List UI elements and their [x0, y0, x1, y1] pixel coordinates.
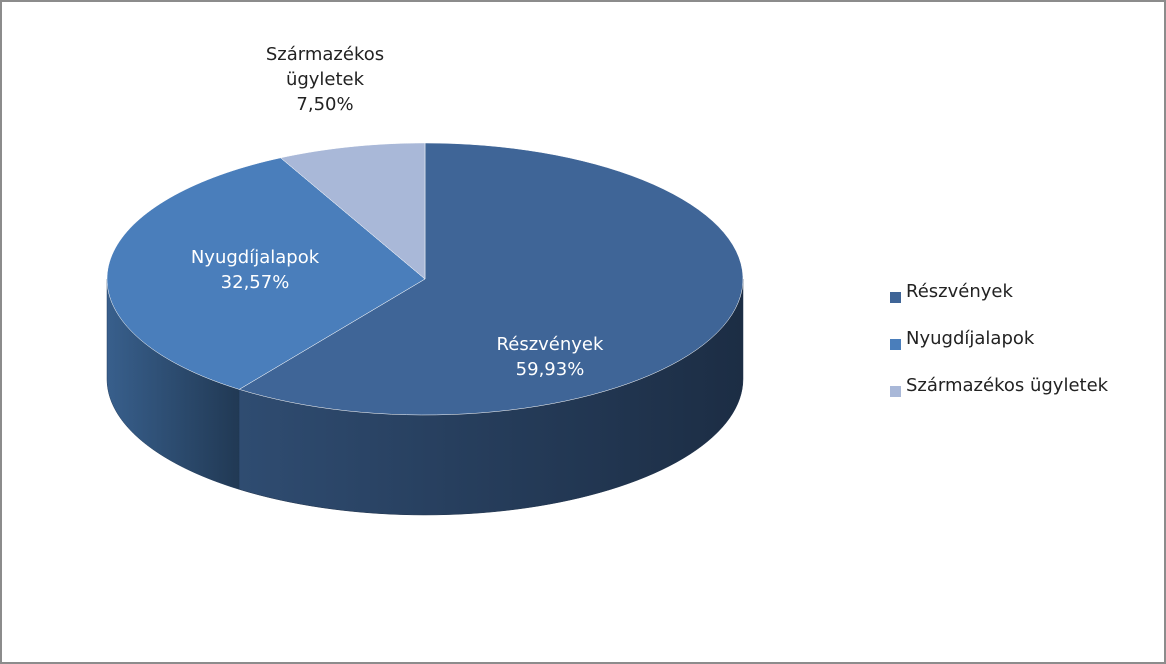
- data-label-value: 7,50%: [296, 94, 354, 115]
- data-label-value: 32,57%: [220, 272, 290, 293]
- slice: [106, 157, 426, 390]
- slice: [238, 142, 744, 416]
- legend-label: Részvények: [906, 281, 1013, 302]
- data-label-name: Nyugdíjalapok: [190, 247, 320, 268]
- slice: [280, 142, 426, 280]
- legend-swatch: [890, 292, 901, 303]
- data-label: Nyugdíjalapok 32,57%: [180, 245, 330, 295]
- data-label-name: Részvények: [496, 334, 604, 355]
- legend-swatch: [890, 339, 901, 350]
- data-label-name: Származékos ügyletek: [265, 44, 385, 90]
- data-label: Származékos ügyletek 7,50%: [250, 42, 400, 117]
- legend-swatch: [890, 386, 901, 397]
- legend-label: Származékos ügyletek: [906, 375, 1109, 396]
- data-label-value: 59,93%: [515, 359, 585, 380]
- data-label: Részvények 59,93%: [475, 332, 625, 382]
- legend-label: Nyugdíjalapok: [906, 328, 1035, 349]
